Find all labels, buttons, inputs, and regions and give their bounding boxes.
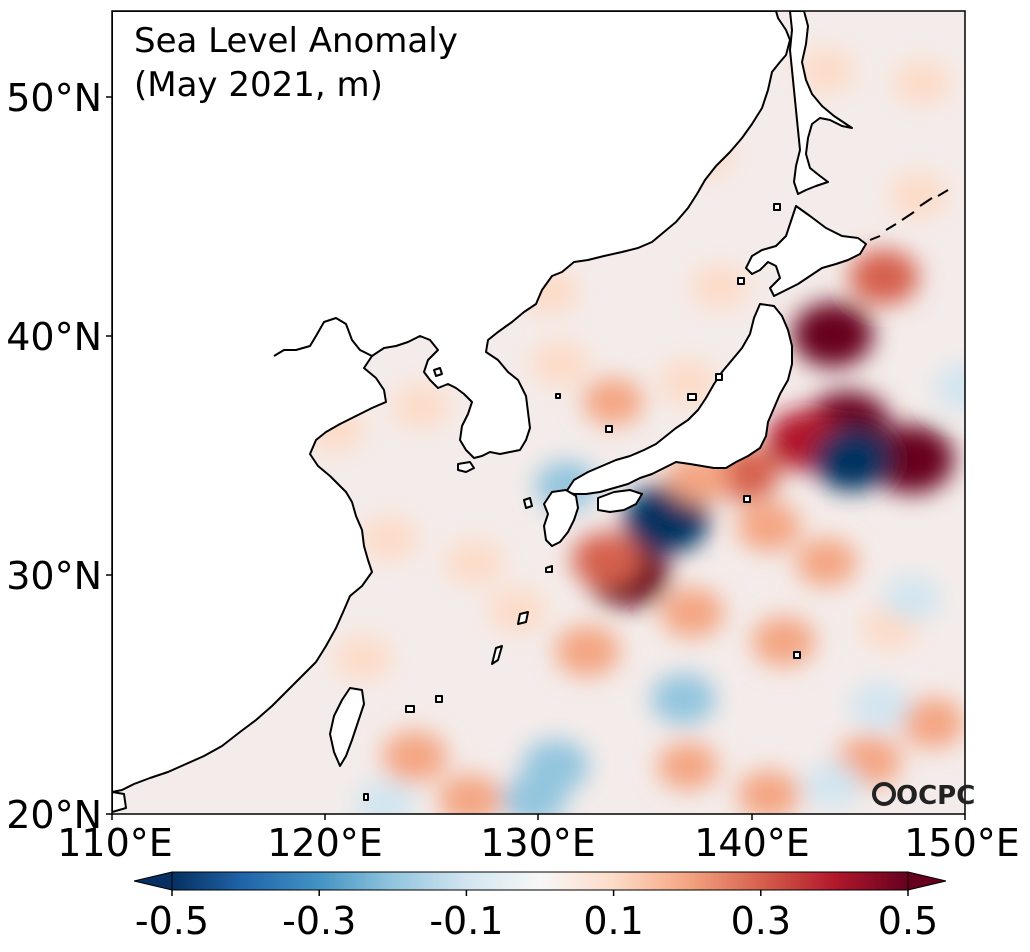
ocpc-logo: OCPC xyxy=(872,781,975,811)
colorbar-extend-high xyxy=(907,871,947,891)
anomaly-blob-30 xyxy=(354,780,416,814)
sakhalin-island xyxy=(789,11,853,195)
anomaly-blob-12 xyxy=(660,587,725,638)
lon-tick-120: 120°E xyxy=(267,821,383,865)
anomaly-blob-44 xyxy=(893,60,952,106)
anomaly-blob-40 xyxy=(360,515,419,561)
lat-tick-40: 40°N xyxy=(6,315,102,359)
land-masses xyxy=(112,11,949,813)
anomaly-blob-15 xyxy=(795,538,858,587)
anomaly-blob-33 xyxy=(582,377,644,426)
anomaly-blob-25 xyxy=(650,673,717,725)
lat-tick-50: 50°N xyxy=(6,76,102,120)
colorbar: -0.5 -0.3 -0.1 0.1 0.3 0.5 xyxy=(133,871,947,943)
colorbar-tick-label-0: -0.5 xyxy=(135,899,209,943)
lat-tick-20: 20°N xyxy=(6,793,102,837)
anomaly-blob-36 xyxy=(690,264,749,310)
anomaly-blob-38 xyxy=(392,383,451,430)
colorbar-tick-label-2: -0.1 xyxy=(429,899,503,943)
anomaly-blob-24 xyxy=(502,774,567,814)
anomaly-blob-21 xyxy=(382,730,448,783)
shikoku-island xyxy=(597,489,643,513)
lon-tick-140: 140°E xyxy=(694,821,810,865)
colorbar-tick-label-1: -0.3 xyxy=(282,899,356,943)
map-title-line-2: (May 2021, m) xyxy=(134,65,383,105)
colorbar-ticks: -0.5 -0.3 -0.1 0.1 0.3 0.5 xyxy=(135,890,938,943)
anomaly-blob-43 xyxy=(888,172,948,219)
anomaly-blob-14 xyxy=(751,616,816,667)
lon-tick-130: 130°E xyxy=(480,821,596,865)
anomaly-blob-19 xyxy=(657,742,719,790)
colorbar-extend-low xyxy=(133,871,173,891)
colorbar-tick-label-3: 0.1 xyxy=(583,899,643,943)
anomaly-blob-18 xyxy=(901,697,965,749)
colorbar-gradient xyxy=(171,871,909,891)
asian-mainland xyxy=(112,11,791,793)
lat-tick-30: 30°N xyxy=(6,554,102,598)
anomaly-blob-34 xyxy=(530,340,590,387)
anomaly-field xyxy=(307,48,965,814)
map-title-line-1: Sea Level Anomaly xyxy=(134,21,458,61)
anomaly-blob-46 xyxy=(334,635,393,681)
anomaly-blob-6 xyxy=(571,532,642,588)
lon-tick-110: 110°E xyxy=(57,821,173,865)
anomaly-blob-42 xyxy=(487,587,547,634)
anomaly-blob-8 xyxy=(812,427,892,491)
kyushu-island xyxy=(543,489,579,547)
lon-tick-150: 150°E xyxy=(904,821,1020,865)
anomaly-blob-45 xyxy=(797,48,856,94)
anomaly-blob-26 xyxy=(849,682,911,731)
plot-area xyxy=(112,11,965,814)
anomaly-blob-3 xyxy=(792,302,874,368)
latitude-axis: 20°N 30°N 40°N 50°N xyxy=(6,76,112,837)
anomaly-blob-28 xyxy=(882,575,941,621)
taiwan-island xyxy=(329,687,365,767)
hokkaido-island xyxy=(745,205,867,297)
anomaly-blob-22 xyxy=(438,774,503,814)
ocpc-logo-text: OCPC xyxy=(896,781,975,811)
longitude-axis: 110°E 120°E 130°E 140°E 150°E xyxy=(57,814,1020,865)
colorbar-tick-label-5: 0.5 xyxy=(878,899,938,943)
honshu-island xyxy=(565,303,793,495)
anomaly-blob-13 xyxy=(554,625,621,677)
anomaly-blob-1 xyxy=(869,424,955,494)
anomaly-blob-35 xyxy=(658,359,718,406)
anomaly-blob-41 xyxy=(444,539,505,586)
ocpc-logo-icon xyxy=(872,782,896,806)
anomaly-blob-20 xyxy=(737,770,801,814)
anomaly-blob-11 xyxy=(736,501,801,552)
colorbar-tick-label-4: 0.3 xyxy=(731,899,791,943)
anomaly-blob-29 xyxy=(934,363,965,412)
anomaly-blob-4 xyxy=(848,249,919,305)
anomaly-blob-27 xyxy=(803,762,863,809)
